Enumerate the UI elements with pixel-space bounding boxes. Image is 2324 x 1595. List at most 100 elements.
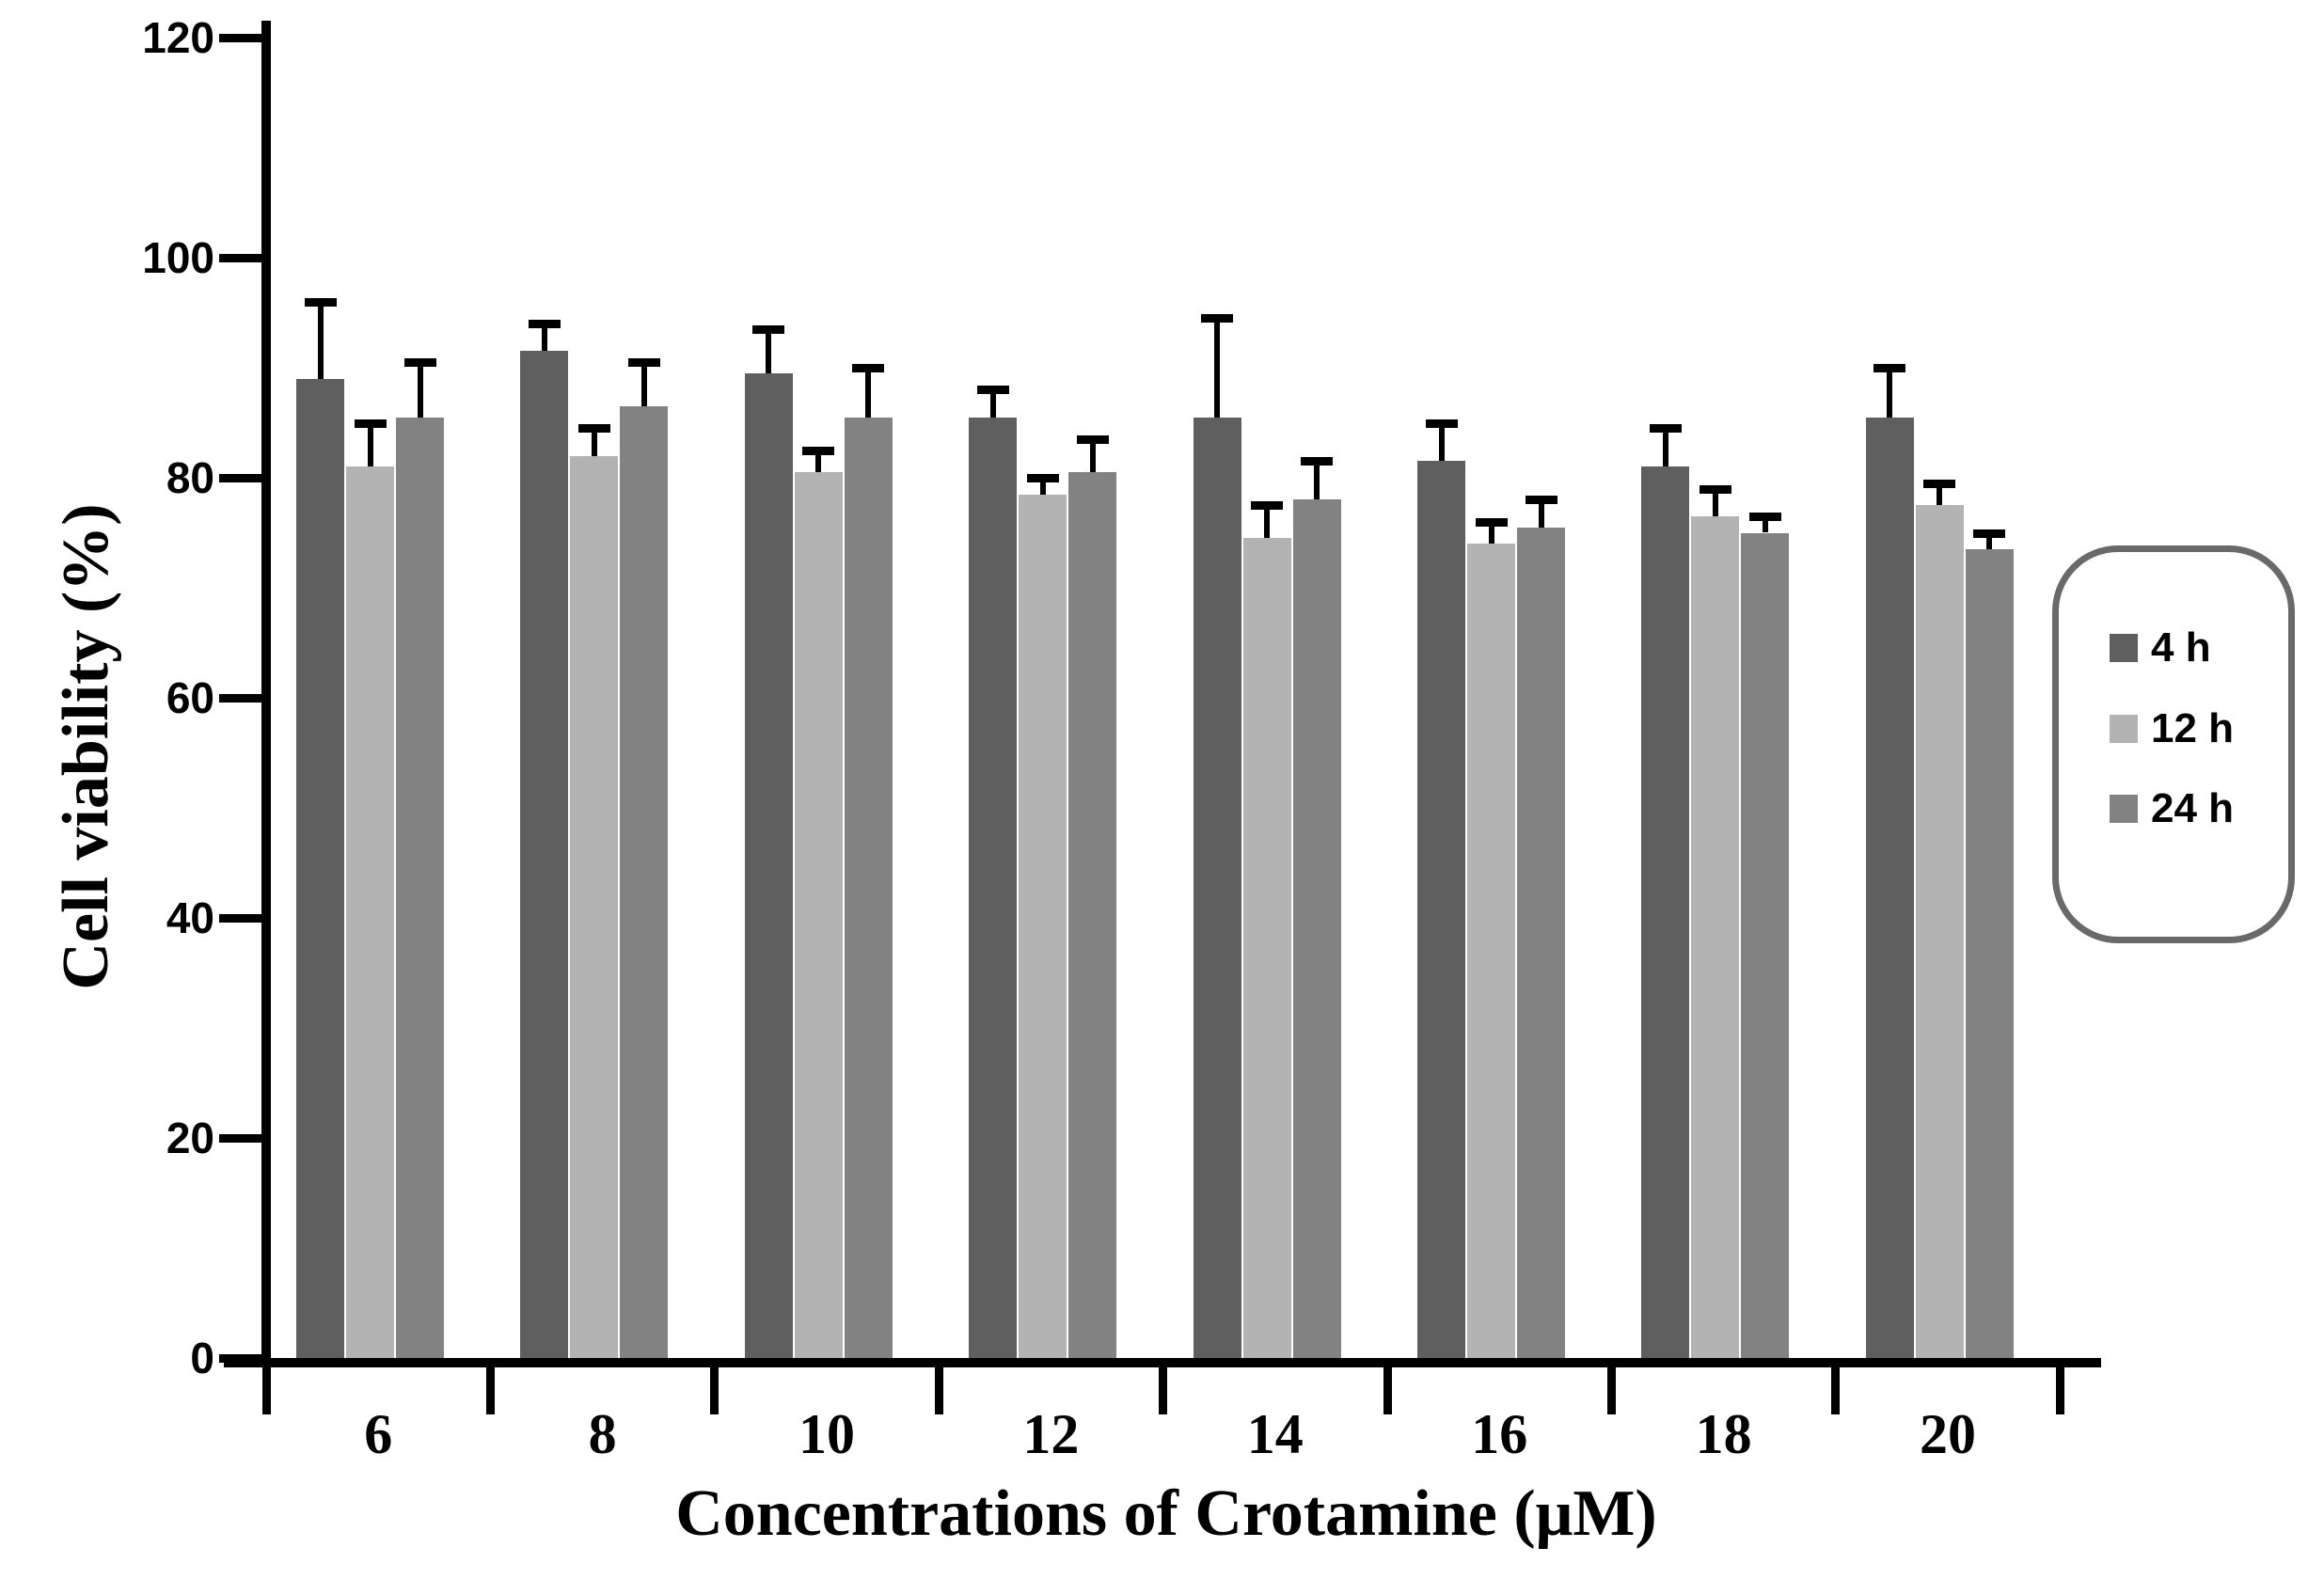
error-line-4h-16 <box>1438 422 1445 462</box>
bar-12h-14 <box>1242 538 1291 1358</box>
error-line-4h-20 <box>1887 368 1893 418</box>
error-cap-4h-20 <box>1873 364 1906 372</box>
y-tick-label-100: 100 <box>142 233 214 282</box>
error-line-4h-10 <box>766 329 772 373</box>
error-cap-4h-6 <box>304 297 337 307</box>
x-tick-7 <box>1831 1358 1841 1414</box>
y-tick-100 <box>219 254 266 262</box>
legend-item-24h: 24 h <box>2110 784 2234 833</box>
error-cap-12h-12 <box>1026 474 1059 482</box>
error-line-24h-10 <box>865 368 872 418</box>
legend-box: 4 h 12 h 24 h <box>2052 545 2295 943</box>
bar-24h-12 <box>1068 472 1117 1358</box>
x-tick-4 <box>1159 1358 1168 1414</box>
error-line-12h-10 <box>815 450 822 473</box>
error-cap-12h-18 <box>1699 484 1731 494</box>
bar-24h-8 <box>620 405 669 1358</box>
x-tick-3 <box>934 1358 943 1414</box>
bar-12h-8 <box>570 455 619 1358</box>
error-cap-24h-16 <box>1525 496 1557 505</box>
error-cap-24h-8 <box>627 358 660 368</box>
x-tick-8 <box>2055 1358 2064 1414</box>
bar-4h-16 <box>1417 461 1465 1358</box>
legend-swatch-12h <box>2110 714 2138 743</box>
x-tick-label-14: 14 <box>1246 1403 1304 1465</box>
bar-4h-12 <box>969 417 1018 1358</box>
bar-4h-8 <box>520 351 569 1358</box>
error-cap-24h-12 <box>1076 435 1109 445</box>
bar-4h-20 <box>1865 417 1914 1358</box>
error-line-4h-6 <box>317 301 324 379</box>
error-cap-12h-14 <box>1251 501 1284 511</box>
bar-12h-6 <box>346 466 394 1358</box>
error-line-24h-12 <box>1089 439 1096 473</box>
error-cap-24h-6 <box>403 358 436 368</box>
error-line-12h-12 <box>1039 478 1046 495</box>
x-axis-title: Concentrations of Crotamine (μM) <box>675 1477 1657 1550</box>
error-line-12h-16 <box>1488 521 1494 545</box>
bar-4h-6 <box>296 378 344 1358</box>
error-cap-24h-10 <box>852 364 885 372</box>
error-line-24h-8 <box>640 362 647 406</box>
legend-label-4h: 4 h <box>2151 624 2211 671</box>
error-cap-4h-12 <box>976 386 1009 395</box>
bar-4h-10 <box>744 372 793 1358</box>
bar-4h-14 <box>1193 417 1241 1358</box>
y-tick-label-20: 20 <box>166 1113 214 1162</box>
error-line-24h-18 <box>1762 515 1768 533</box>
error-line-12h-20 <box>1937 482 1943 506</box>
x-tick-2 <box>710 1358 719 1414</box>
legend-item-4h: 4 h <box>2110 624 2211 672</box>
y-tick-0 <box>219 1354 266 1363</box>
y-tick-label-120: 120 <box>142 13 214 62</box>
x-tick-label-16: 16 <box>1471 1403 1528 1465</box>
x-tick-label-8: 8 <box>588 1403 617 1465</box>
error-line-4h-12 <box>989 389 996 418</box>
error-cap-12h-6 <box>354 418 387 428</box>
bar-12h-18 <box>1691 515 1740 1358</box>
error-line-12h-18 <box>1712 488 1718 516</box>
bar-12h-10 <box>794 472 843 1358</box>
bar-24h-14 <box>1292 499 1341 1358</box>
x-tick-label-6: 6 <box>364 1403 393 1465</box>
error-line-24h-20 <box>1986 532 1993 550</box>
y-axis-title: Cell viability (%) <box>50 503 122 990</box>
error-line-24h-6 <box>417 362 423 418</box>
bar-12h-16 <box>1467 544 1515 1358</box>
error-cap-24h-14 <box>1301 457 1334 466</box>
x-tick-label-18: 18 <box>1695 1403 1752 1465</box>
bar-24h-18 <box>1741 532 1790 1358</box>
y-axis-line <box>261 21 271 1367</box>
error-cap-12h-16 <box>1475 517 1508 527</box>
legend-swatch-24h <box>2110 795 2138 823</box>
y-tick-label-80: 80 <box>166 453 214 502</box>
error-line-4h-8 <box>541 324 547 352</box>
y-tick-20 <box>219 1134 266 1143</box>
error-cap-12h-10 <box>802 446 835 455</box>
error-line-4h-14 <box>1214 318 1221 418</box>
error-cap-4h-8 <box>528 320 561 329</box>
error-cap-24h-20 <box>1973 529 2006 538</box>
y-tick-80 <box>219 474 266 482</box>
error-cap-4h-16 <box>1425 418 1458 428</box>
bar-12h-20 <box>1915 505 1964 1358</box>
y-tick-label-40: 40 <box>166 893 214 942</box>
error-line-12h-6 <box>367 422 373 467</box>
x-tick-label-10: 10 <box>798 1403 855 1465</box>
error-line-12h-8 <box>591 428 597 456</box>
error-line-24h-14 <box>1314 461 1320 500</box>
y-tick-60 <box>219 694 266 703</box>
bar-12h-12 <box>1019 494 1067 1358</box>
x-tick-0 <box>261 1358 271 1414</box>
x-tick-1 <box>485 1358 495 1414</box>
bar-4h-18 <box>1641 466 1690 1358</box>
error-cap-12h-20 <box>1923 479 1956 488</box>
error-cap-12h-8 <box>577 424 610 434</box>
bar-24h-6 <box>396 417 444 1358</box>
x-tick-label-12: 12 <box>1022 1403 1080 1465</box>
legend-label-24h: 24 h <box>2151 785 2235 831</box>
error-cap-24h-18 <box>1748 512 1781 521</box>
error-line-4h-18 <box>1662 428 1668 467</box>
